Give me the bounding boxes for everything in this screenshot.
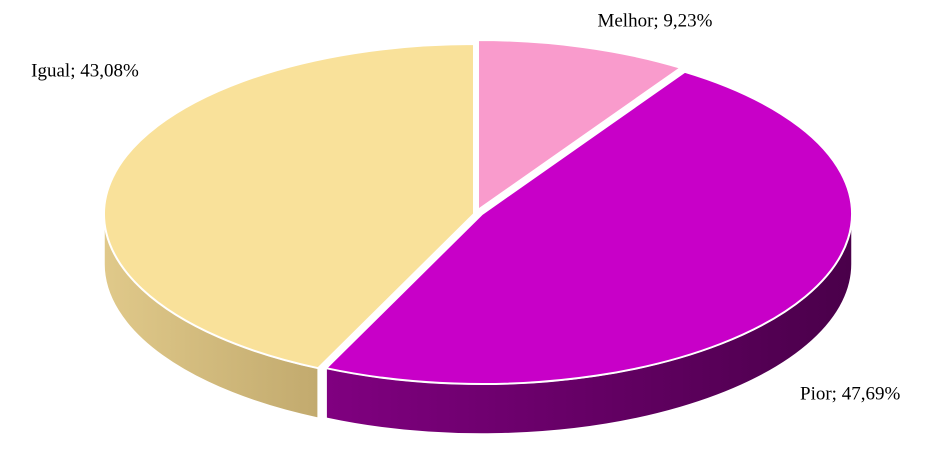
slice [103,42,475,370]
data-label: Melhor; 9,23% [597,10,712,31]
slice [477,38,684,212]
slice [324,70,853,385]
data-label: Igual; 43,08% [31,60,139,81]
data-label: Pior; 47,69% [800,383,900,404]
